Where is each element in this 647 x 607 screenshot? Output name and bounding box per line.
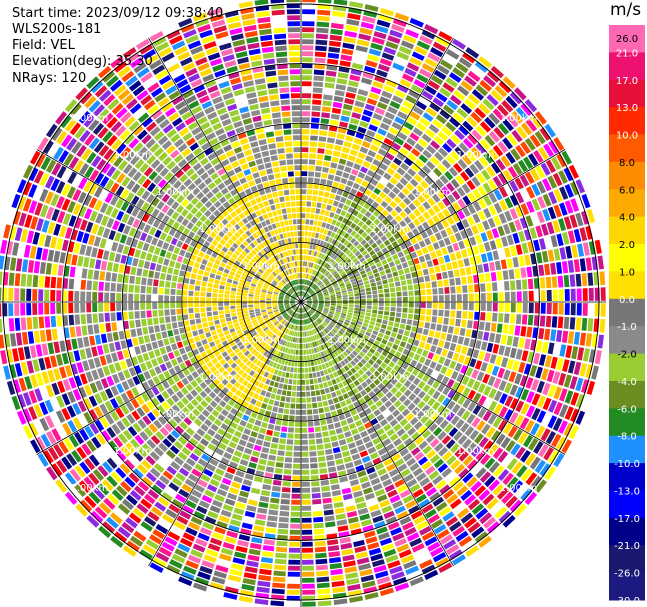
azimuth-spoke (300, 149, 566, 303)
elevation-label: Elevation(deg): 35.30 (12, 54, 153, 69)
colorbar-segment (609, 107, 645, 135)
colorbar-tick-label: 26.0 (616, 34, 638, 45)
colorbar-tick-label: -13.0 (614, 487, 640, 498)
colorbar-segment (609, 134, 645, 163)
colorbar-tick-label: 8.0 (619, 158, 635, 169)
range-ring-label: 1.00km (414, 409, 452, 420)
range-ring-label: 1.00km (242, 261, 280, 272)
colorbar-tick-label: -6.0 (617, 404, 637, 415)
colorbar-tick-label: 0.0 (619, 295, 635, 306)
nrays-label: NRays: 120 (12, 71, 87, 86)
azimuth-spoke (148, 301, 302, 567)
colorbar-tick-label: 1.0 (619, 267, 635, 278)
range-ring-label: 1.00km (457, 150, 495, 161)
colorbar-segment (609, 408, 645, 437)
colorbar: 26.0 21.0 17.0 13.0 10.0 8.0 6.0 4.0 2.0 1.0 0.0 -1… (609, 25, 645, 607)
range-ring-label: 1.00km (328, 261, 366, 272)
range-ring-label: 1.00km (414, 187, 452, 198)
colorbar-tick-label: -30.0 (614, 596, 640, 607)
colorbar-segment (609, 271, 645, 300)
start-time-label: Start time: 2023/09/12 09:38:40 (12, 6, 224, 21)
range-ring-label: 1.00km (371, 372, 409, 383)
colorbar-segment (609, 435, 645, 464)
azimuth-spoke (36, 301, 302, 455)
colorbar-unit: m/s (610, 0, 642, 20)
colorbar-tick-label: 4.0 (619, 213, 635, 224)
colorbar-segment (609, 517, 645, 546)
colorbar-tick-label: -8.0 (617, 432, 637, 443)
range-ring-label: 1.00km (328, 335, 366, 346)
colorbar-tick-label: 13.0 (616, 103, 638, 114)
colorbar-tick-label: -21.0 (614, 541, 640, 552)
instrument-label: WLS200s-181 (12, 22, 102, 37)
azimuth-spoke (36, 149, 302, 303)
colorbar-segment (609, 244, 645, 272)
colorbar-segment (609, 463, 645, 491)
range-ring-label: 1.00km (457, 446, 495, 457)
colorbar-tick-label: -1.0 (617, 322, 637, 333)
velocity-field (0, 0, 606, 607)
azimuth-spokes (0, 0, 606, 607)
colorbar-tick-label: 17.0 (616, 76, 638, 87)
colorbar-segment (609, 572, 645, 601)
range-ring-label: 1.00km (500, 113, 538, 124)
colorbar-tick-label: 2.0 (619, 240, 635, 251)
azimuth-spoke (300, 37, 454, 303)
colorbar-tick-label: -26.0 (614, 569, 640, 580)
colorbar-segment (609, 545, 645, 574)
colorbar-segment (609, 326, 645, 355)
colorbar-segment (609, 353, 645, 382)
range-ring-label: 1.00km (199, 224, 237, 235)
range-ring-label: 1.00km (156, 409, 194, 420)
colorbar-tick-label: 21.0 (616, 48, 638, 59)
colorbar-segment (609, 381, 645, 409)
colorbar-segment (609, 216, 645, 245)
azimuth-spoke (148, 37, 302, 303)
colorbar-tick-label: -4.0 (617, 377, 637, 388)
colorbar-tick-label: 10.0 (616, 131, 638, 142)
range-ring-label: 1.00km (242, 335, 280, 346)
colorbar-segment (609, 298, 645, 327)
range-ring-label: 1.00km (500, 483, 538, 494)
colorbar-tick-label: 6.0 (619, 185, 635, 196)
range-ring-labels: 1.00km 1.00km 1.00km 1.00km 1.00km 1.00km 1.00… (70, 113, 537, 494)
colorbar-segment (609, 79, 645, 108)
range-ring-label: 1.00km (113, 150, 151, 161)
range-ring-label: 1.00km (199, 372, 237, 383)
colorbar-tick-label: -17.0 (614, 514, 640, 525)
colorbar-segment (609, 52, 645, 81)
colorbar-tick-label: -10.0 (614, 459, 640, 470)
range-ring-label: 1.00km (371, 224, 409, 235)
range-ring-label: 1.00km (156, 187, 194, 198)
field-label: Field: VEL (12, 38, 75, 53)
colorbar-segment (609, 161, 645, 190)
range-ring-label: 1.00km (70, 483, 108, 494)
colorbar-tick-label: -2.0 (617, 350, 637, 361)
colorbar-segment (609, 25, 645, 53)
range-ring-label: 1.00km (70, 113, 108, 124)
azimuth-spoke (300, 301, 454, 567)
azimuth-spoke (300, 301, 566, 455)
colorbar-segment (609, 189, 645, 218)
range-ring-label: 1.00km (113, 446, 151, 457)
colorbar-segment (609, 490, 645, 519)
